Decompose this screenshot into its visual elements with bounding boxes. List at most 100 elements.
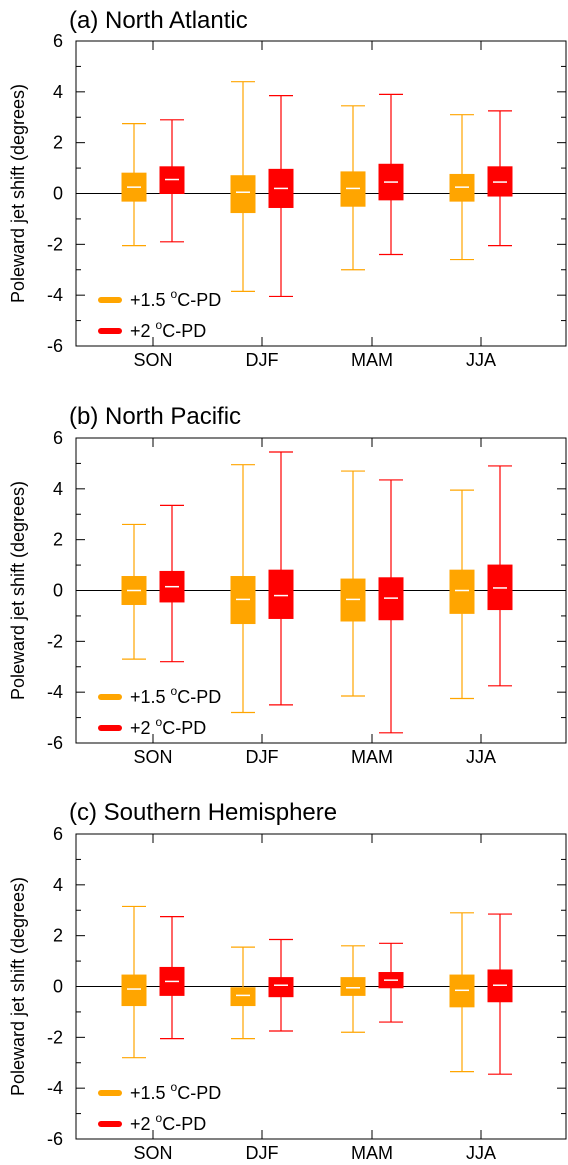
box-jja-series-1 [449,912,475,1073]
y-tick-label: -6 [47,336,63,356]
box-son-series-1 [121,123,147,247]
y-tick-label: -2 [47,1027,63,1047]
box-iqr [230,987,256,1007]
legend-label-tail: C-PD [177,1083,221,1103]
x-tick-label: MAM [351,1143,393,1163]
legend-label: +2 oC-PD [130,1111,206,1134]
box-mam-series-2 [378,479,404,734]
legend-label-main: +2 [130,1114,156,1134]
box-jja-series-1 [449,489,475,700]
x-tick-label: DJF [246,1143,279,1163]
box-iqr [268,569,294,619]
legend-label-degree: o [171,684,178,698]
y-tick-label: 0 [53,184,63,204]
y-tick-label: -6 [47,733,63,753]
box-djf-series-1 [230,946,256,1040]
y-tick-label: -2 [47,234,63,254]
box-son-series-2 [159,119,185,243]
x-tick-label: DJF [246,747,279,767]
y-tick-label: -4 [47,1078,63,1098]
box-iqr [121,974,147,1007]
y-axis-label: Poleward jet shift (degrees) [8,481,28,700]
y-tick-label: 2 [53,133,63,153]
y-tick-label: 6 [53,428,63,448]
x-tick-label: MAM [351,350,393,370]
box-iqr [268,977,294,998]
box-mam-series-2 [378,93,404,256]
legend-entry-1: +1.5 oC-PD [98,684,221,707]
y-axis-label: Poleward jet shift (degrees) [8,877,28,1096]
y-tick-label: -2 [47,631,63,651]
x-tick-label: SON [133,747,172,767]
x-tick-label: JJA [466,747,496,767]
panel-title: (c) Southern Hemisphere [69,799,337,826]
legend-label-degree: o [156,715,163,729]
legend-entry-1: +1.5 oC-PD [98,1080,221,1103]
box-iqr [230,175,256,214]
legend-label-main: +1.5 [130,290,171,310]
y-tick-label: 6 [53,824,63,844]
y-tick-label: 2 [53,926,63,946]
panel-3: (c) Southern Hemisphere Poleward jet shif… [8,799,567,1163]
legend-label-degree: o [171,287,178,301]
legend-entry-1: +1.5 oC-PD [98,287,221,310]
x-tick-label: SON [133,350,172,370]
box-djf-series-1 [230,464,256,714]
x-tick-label: MAM [351,747,393,767]
box-son-series-1 [121,523,147,660]
box-mam-series-1 [340,470,366,697]
x-tick-label: JJA [466,350,496,370]
y-tick-label: 4 [53,479,63,499]
legend-label-tail: C-PD [162,321,206,341]
legend-label-degree: o [171,1080,178,1094]
legend-label: +1.5 oC-PD [130,287,221,310]
panel-1: (a) North Atlantic Poleward jet shift (de… [8,7,567,370]
legend-label-main: +1.5 [130,687,171,707]
panel-2: (b) North Pacific Poleward jet shift (deg… [8,403,567,767]
legend-label: +2 oC-PD [130,715,206,738]
legend-label-tail: C-PD [162,718,206,738]
y-tick-label: -4 [47,285,63,305]
box-jja-series-2 [487,465,513,687]
box-jja-series-2 [487,110,513,247]
box-djf-series-1 [230,81,256,292]
legend-label-main: +2 [130,321,156,341]
y-axis-label: Poleward jet shift (degrees) [8,84,28,303]
legend-label-main: +2 [130,718,156,738]
x-tick-label: JJA [466,1143,496,1163]
y-tick-label: 6 [53,31,63,51]
legend-label: +2 oC-PD [130,318,206,341]
box-djf-series-2 [268,938,294,1032]
y-tick-label: -4 [47,682,63,702]
box-son-series-2 [159,504,185,663]
box-iqr [449,569,475,614]
x-tick-label: DJF [246,350,279,370]
legend-label-degree: o [156,1111,163,1125]
legend-label-tail: C-PD [177,290,221,310]
legend-label-tail: C-PD [177,687,221,707]
panel-title: (b) North Pacific [69,403,241,430]
y-tick-label: 0 [53,977,63,997]
y-tick-label: -6 [47,1129,63,1149]
legend-label: +1.5 oC-PD [130,1080,221,1103]
box-djf-series-2 [268,451,294,706]
box-iqr [449,173,475,202]
box-djf-series-2 [268,95,294,298]
legend-entry-2: +2 oC-PD [98,318,206,341]
legend-label-degree: o [156,318,163,332]
box-mam-series-1 [340,105,366,271]
y-tick-label: 0 [53,581,63,601]
x-tick-label: SON [133,1143,172,1163]
y-tick-label: 2 [53,530,63,550]
box-iqr [340,171,366,207]
box-son-series-2 [159,916,185,1040]
legend-label: +1.5 oC-PD [130,684,221,707]
box-mam-series-1 [340,945,366,1033]
box-jja-series-2 [487,913,513,1075]
y-tick-label: 4 [53,82,63,102]
box-mam-series-2 [378,942,404,1023]
legend-entry-2: +2 oC-PD [98,715,206,738]
box-iqr [340,977,366,996]
box-son-series-1 [121,905,147,1059]
